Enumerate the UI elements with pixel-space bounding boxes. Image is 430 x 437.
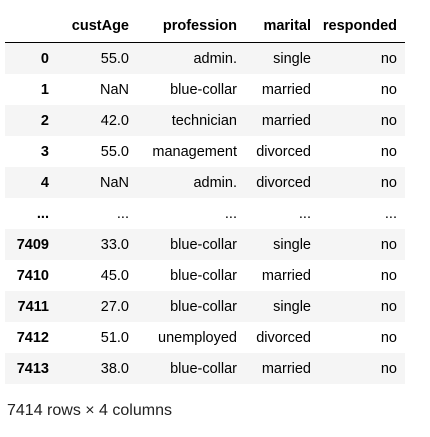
- cell-responded: no: [380, 267, 397, 284]
- cell-responded: no: [380, 236, 397, 253]
- cell-responded: ...: [384, 205, 397, 222]
- table-row: 7411 27.0 blue-collar single no: [5, 291, 405, 322]
- cell-custage: NaN: [99, 174, 129, 191]
- cell-custage: 42.0: [100, 112, 129, 129]
- cell-responded: no: [380, 298, 397, 315]
- cell-custage: 45.0: [100, 267, 129, 284]
- cell-marital: married: [261, 360, 311, 377]
- cell-responded: no: [380, 81, 397, 98]
- header-row: custAge profession marital responded: [5, 10, 405, 43]
- table-row: 7409 33.0 blue-collar single no: [5, 229, 405, 260]
- cell-responded: no: [380, 112, 397, 129]
- cell-marital: ...: [298, 205, 311, 222]
- cell-marital: single: [273, 50, 311, 67]
- cell-responded: no: [380, 50, 397, 67]
- table-row: ...............: [5, 198, 405, 229]
- table-body: 0 55.0 admin. single no 1 NaN blue-collar marrie…: [5, 42, 405, 384]
- cell-profession: unemployed: [158, 329, 237, 346]
- cell-profession: blue-collar: [170, 236, 237, 253]
- cell-responded: no: [380, 329, 397, 346]
- table-row: 1 NaN blue-collar married no: [5, 74, 405, 105]
- cell-custage: 51.0: [100, 329, 129, 346]
- table-row: 7410 45.0 blue-collar married no: [5, 260, 405, 291]
- table-row: 0 55.0 admin. single no: [5, 42, 405, 74]
- cell-custage: 55.0: [100, 143, 129, 160]
- cell-profession: blue-collar: [170, 360, 237, 377]
- cell-profession: blue-collar: [170, 267, 237, 284]
- row-index: ...: [36, 205, 49, 222]
- cell-profession: admin.: [193, 174, 237, 191]
- cell-profession: blue-collar: [170, 298, 237, 315]
- cell-profession: ...: [224, 205, 237, 222]
- row-index: 0: [40, 50, 49, 67]
- table-row: 4 NaN admin. divorced no: [5, 167, 405, 198]
- row-index: 7411: [17, 298, 49, 315]
- cell-responded: no: [380, 174, 397, 191]
- column-header-responded: responded: [319, 10, 405, 43]
- row-index: 1: [40, 81, 49, 98]
- cell-marital: divorced: [256, 329, 311, 346]
- cell-marital: married: [261, 267, 311, 284]
- column-header-profession: profession: [137, 10, 245, 43]
- cell-marital: divorced: [256, 143, 311, 160]
- row-index: 7409: [16, 236, 49, 253]
- cell-custage: 33.0: [100, 236, 129, 253]
- cell-marital: single: [273, 236, 311, 253]
- cell-profession: technician: [171, 112, 237, 129]
- cell-profession: management: [152, 143, 237, 160]
- cell-custage: 55.0: [100, 50, 129, 67]
- table-row: 2 42.0 technician married no: [5, 105, 405, 136]
- dataframe-output: custAge profession marital responded 0 55…: [5, 10, 405, 384]
- index-header: [5, 10, 57, 43]
- dataframe-shape-summary: 7414 rows × 4 columns: [7, 402, 172, 419]
- row-index: 2: [40, 112, 49, 129]
- row-index: 7410: [16, 267, 49, 284]
- row-index: 7412: [16, 329, 49, 346]
- cell-responded: no: [380, 143, 397, 160]
- column-header-marital: marital: [245, 10, 319, 43]
- row-index: 4: [40, 174, 49, 191]
- row-index: 3: [40, 143, 49, 160]
- cell-custage: 27.0: [100, 298, 129, 315]
- cell-profession: blue-collar: [170, 81, 237, 98]
- cell-marital: married: [261, 112, 311, 129]
- cell-marital: divorced: [256, 174, 311, 191]
- table-row: 7412 51.0 unemployed divorced no: [5, 322, 405, 353]
- cell-custage: NaN: [99, 81, 129, 98]
- column-header-custage: custAge: [57, 10, 137, 43]
- dataframe-table: custAge profession marital responded 0 55…: [5, 10, 405, 384]
- cell-responded: no: [380, 360, 397, 377]
- cell-marital: single: [273, 298, 311, 315]
- cell-custage: ...: [116, 205, 129, 222]
- cell-marital: married: [261, 81, 311, 98]
- table-row: 7413 38.0 blue-collar married no: [5, 353, 405, 384]
- table-row: 3 55.0 management divorced no: [5, 136, 405, 167]
- cell-profession: admin.: [193, 50, 237, 67]
- table-header: custAge profession marital responded: [5, 10, 405, 43]
- cell-custage: 38.0: [100, 360, 129, 377]
- row-index: 7413: [16, 360, 49, 377]
